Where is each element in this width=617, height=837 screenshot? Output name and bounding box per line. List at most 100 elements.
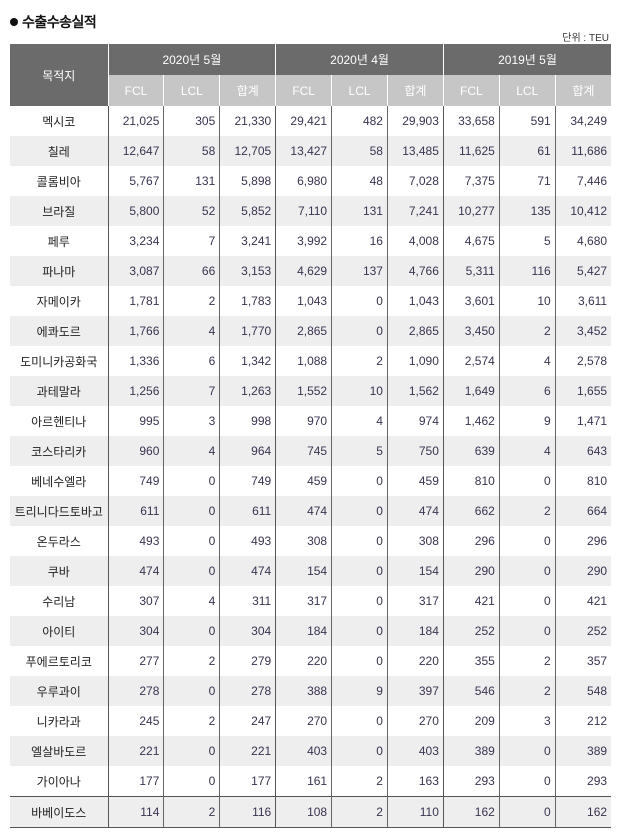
- value-cell: 308: [275, 526, 332, 556]
- value-cell: 293: [442, 766, 500, 797]
- value-cell: 995: [107, 406, 164, 436]
- value-cell: 220: [275, 646, 332, 676]
- value-cell: 184: [386, 616, 444, 646]
- table-row: 아이티 304 0 304 184 0 184 252 0 252: [10, 616, 612, 646]
- value-cell: 110: [386, 796, 444, 828]
- destination-cell: 수리남: [42, 594, 76, 609]
- value-cell: 0: [163, 736, 220, 766]
- table-row: 니카라과 245 2 247 270 0 270 209 3 212: [10, 706, 612, 736]
- value-cell: 304: [107, 616, 164, 646]
- value-cell: 1,336: [107, 346, 164, 376]
- value-cell: 2: [331, 796, 388, 828]
- value-cell: 0: [331, 616, 388, 646]
- destination-cell: 가이아나: [36, 774, 81, 789]
- value-cell: 7,110: [275, 196, 332, 226]
- value-cell: 5,311: [442, 256, 500, 286]
- value-cell: 252: [554, 616, 612, 646]
- value-cell: 4: [163, 316, 220, 346]
- value-cell: 2: [498, 316, 556, 346]
- value-cell: 474: [275, 496, 332, 526]
- destination-cell: 에콰도르: [10, 316, 108, 346]
- table-row: 칠레 12,647 58 12,705 13,427 58 13,485 11,625 61 11…: [10, 136, 612, 166]
- value-cell: 114: [107, 796, 164, 828]
- value-cell: 1,043: [275, 286, 332, 316]
- value-cell: 459: [386, 466, 444, 496]
- value-cell: 3,234: [107, 226, 164, 256]
- value-cell: 4: [498, 346, 556, 376]
- value-cell: 3,992: [275, 226, 332, 256]
- subcolumn-header: FCL: [442, 75, 500, 106]
- table-row: 트리니다드토바고 611 0 611 474 0 474 662 2 664: [10, 496, 612, 526]
- destination-cell: 니카라과: [36, 714, 81, 729]
- value-cell: 6: [498, 376, 556, 406]
- table-row: 푸에르토리코 277 2 279 220 0 220 355 2 357: [10, 646, 612, 676]
- value-cell: 357: [554, 646, 612, 676]
- table-row: 베네수엘라 749 0 749 459 0 459 810 0 810: [10, 466, 612, 496]
- value-cell: 5: [498, 226, 556, 256]
- value-cell: 154: [275, 556, 332, 586]
- value-cell: 611: [107, 496, 164, 526]
- value-cell: 1,562: [386, 376, 444, 406]
- value-cell: 0: [331, 496, 388, 526]
- value-cell: 0: [498, 796, 556, 828]
- value-cell: 220: [386, 646, 444, 676]
- destination-cell: 베네수엘라: [31, 474, 87, 489]
- value-cell: 0: [331, 286, 388, 316]
- value-cell: 13,485: [386, 136, 444, 166]
- value-cell: 639: [442, 436, 500, 466]
- value-cell: 2,578: [554, 346, 612, 376]
- value-cell: 970: [275, 406, 332, 436]
- value-cell: 548: [554, 676, 612, 706]
- export-transport-table: 목적지 2020년 5월 2020년 4월 2019년 5월 FCL LCL 합계 F…: [10, 44, 612, 828]
- value-cell: 221: [219, 736, 276, 766]
- destination-cell: 콜롬비아: [36, 174, 81, 189]
- destination-cell: 트리니다드토바고: [10, 496, 108, 526]
- destination-cell: 도미니카공화국: [20, 354, 98, 369]
- value-cell: 1,781: [107, 286, 164, 316]
- value-cell: 131: [163, 166, 220, 196]
- value-cell: 296: [442, 526, 500, 556]
- value-cell: 1,342: [219, 346, 276, 376]
- table-row: 온두라스 493 0 493 308 0 308 296 0 296: [10, 526, 612, 556]
- value-cell: 52: [163, 196, 220, 226]
- value-cell: 5: [331, 436, 388, 466]
- value-cell: 2: [331, 346, 388, 376]
- value-cell: 13,427: [275, 136, 332, 166]
- table-row: 자메이카 1,781 2 1,783 1,043 0 1,043 3,601 10 3,611: [10, 286, 612, 316]
- value-cell: 3,611: [554, 286, 612, 316]
- value-cell: 2: [498, 676, 556, 706]
- value-cell: 308: [386, 526, 444, 556]
- table-row: 콜롬비아 5,767 131 5,898 6,980 48 7,028 7,375 71 7,44…: [10, 166, 612, 196]
- value-cell: 2: [163, 286, 220, 316]
- subcolumn-header: 합계: [386, 75, 444, 106]
- subcolumn-header: 합계: [219, 75, 276, 106]
- value-cell: 403: [275, 736, 332, 766]
- value-cell: 591: [498, 106, 556, 136]
- value-cell: 21,025: [107, 106, 164, 136]
- value-cell: 10: [498, 286, 556, 316]
- destination-cell: 브라질: [10, 196, 108, 226]
- value-cell: 2: [331, 766, 388, 797]
- table-row: 아르헨티나 995 3 998 970 4 974 1,462 9 1,471: [10, 406, 612, 436]
- value-cell: 161: [275, 766, 332, 797]
- destination-cell: 쿠바: [10, 556, 108, 586]
- value-cell: 29,903: [386, 106, 444, 136]
- subcolumn-header: LCL: [163, 75, 220, 106]
- value-cell: 163: [386, 766, 444, 797]
- value-cell: 0: [331, 706, 388, 736]
- value-cell: 750: [386, 436, 444, 466]
- value-cell: 34,249: [554, 106, 612, 136]
- value-cell: 0: [331, 526, 388, 556]
- value-cell: 0: [163, 616, 220, 646]
- value-cell: 611: [219, 496, 276, 526]
- value-cell: 1,471: [554, 406, 612, 436]
- value-cell: 293: [554, 766, 612, 797]
- value-cell: 277: [107, 646, 164, 676]
- value-cell: 10,277: [442, 196, 500, 226]
- value-cell: 12,647: [107, 136, 164, 166]
- group-header: 2020년 4월: [275, 44, 444, 75]
- destination-cell: 온두라스: [36, 534, 81, 549]
- value-cell: 2: [498, 496, 556, 526]
- value-cell: 11,625: [442, 136, 500, 166]
- value-cell: 2: [163, 646, 220, 676]
